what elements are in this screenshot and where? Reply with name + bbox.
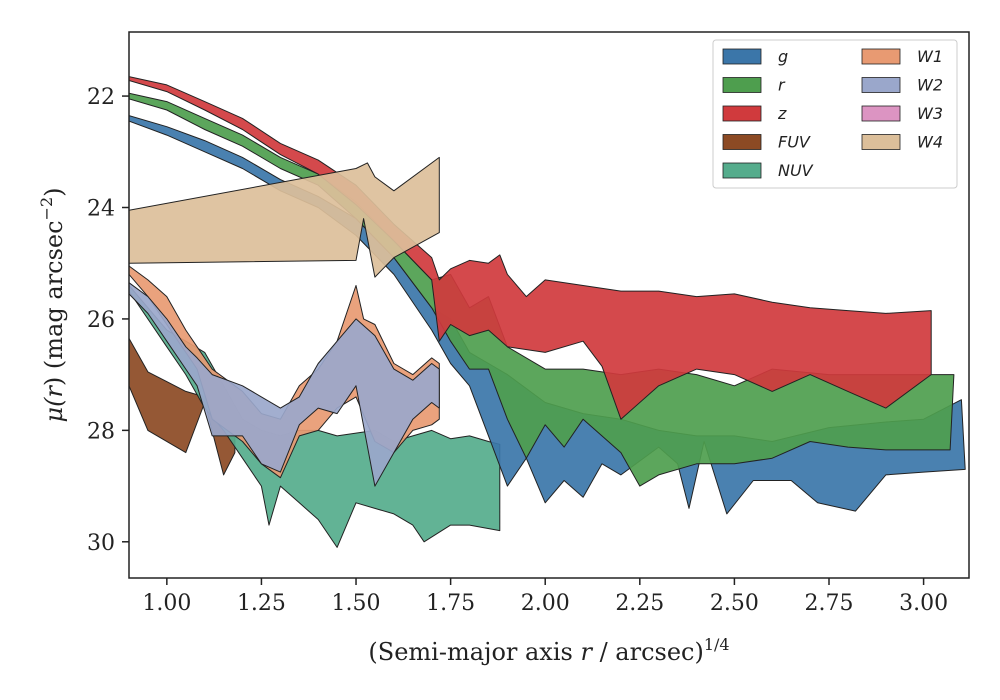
- plot-frame: [128, 31, 970, 579]
- legend-label-g: g: [778, 47, 788, 66]
- legend-label-r: r: [778, 76, 786, 95]
- legend-label-z: z: [777, 104, 787, 123]
- x-tick-label: 1.50: [332, 591, 381, 616]
- legend-label-fuv: FUV: [778, 133, 811, 152]
- bands: [129, 76, 966, 548]
- y-axis: 22 24 26 28 30: [87, 85, 129, 556]
- y-tick-label: 30: [87, 531, 115, 556]
- x-axis: 1.00 1.25 1.50 1.75 2.00 2.25 2.50 2.75 3.00: [142, 578, 948, 616]
- y-tick-label: 28: [87, 419, 115, 444]
- band-fuv: [129, 337, 236, 476]
- y-tick-label: 26: [87, 308, 115, 333]
- legend: grz FUV NUV W1 W2 W3 W4: [712, 39, 958, 189]
- band-z: [129, 76, 932, 420]
- legend-frame: [712, 39, 958, 189]
- x-tick-label: 1.25: [237, 591, 286, 616]
- y-tick-label: 22: [87, 85, 115, 110]
- x-tick-label: 1.75: [426, 591, 475, 616]
- legend-swatch-w2: [861, 77, 901, 93]
- legend-label-w4: W4: [917, 133, 943, 152]
- x-axis-label: (Semi-major axis r / arcsec)1/4: [368, 635, 729, 666]
- legend-label-w1: W1: [917, 47, 943, 66]
- x-tick-label: 3.00: [899, 591, 948, 616]
- legend-swatch-nuv: [722, 162, 762, 179]
- legend-swatch-fuv: [722, 134, 762, 150]
- x-tick-label: 2.25: [615, 591, 664, 616]
- y-tick-label: 24: [87, 197, 115, 222]
- x-tick-label: 2.50: [710, 591, 759, 616]
- legend-label-nuv: NUV: [778, 161, 814, 180]
- x-tick-label: 2.00: [521, 591, 570, 616]
- band-w4: [129, 156, 440, 278]
- legend-label-w2: W2: [917, 76, 943, 95]
- legend-swatch-w1: [861, 48, 901, 65]
- legend-swatch-g: [722, 48, 762, 65]
- band-w2: [129, 282, 440, 487]
- y-axis-label: μ(r) (mag arcsec−2): [37, 187, 68, 422]
- legend-label-w3: W3: [917, 104, 943, 123]
- x-tick-label: 1.00: [142, 591, 191, 616]
- legend-swatch-z: [722, 105, 762, 122]
- x-tick-label: 2.75: [805, 591, 854, 616]
- legend-swatch-w3: [861, 105, 901, 122]
- legend-swatch-r: [722, 77, 762, 93]
- legend-swatch-w4: [861, 134, 901, 150]
